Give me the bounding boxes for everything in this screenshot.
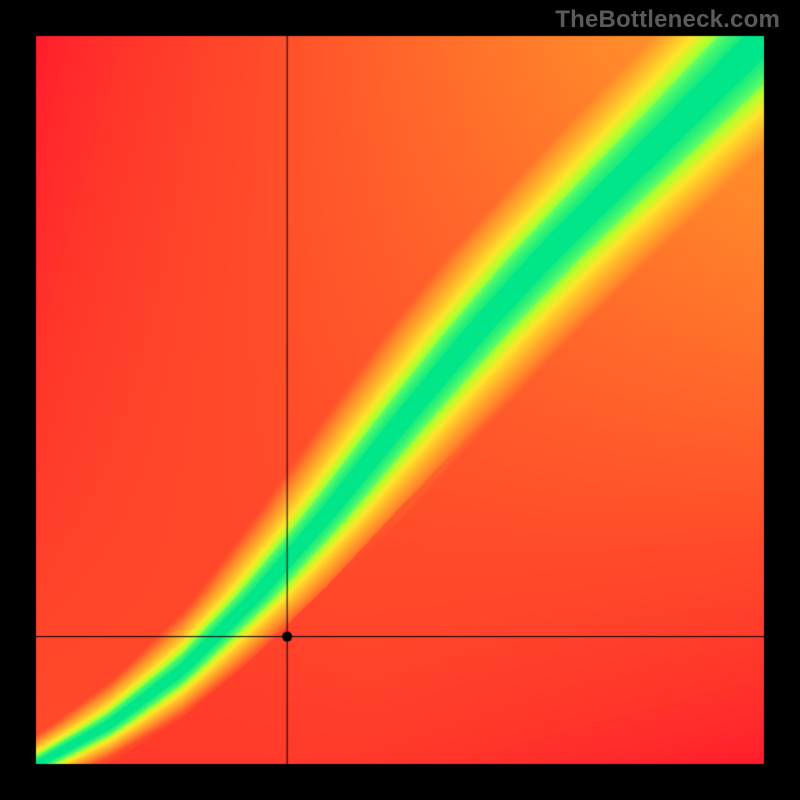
watermark-text: TheBottleneck.com [555, 6, 780, 34]
chart-container: TheBottleneck.com [0, 0, 800, 800]
heatmap-canvas [0, 0, 800, 800]
